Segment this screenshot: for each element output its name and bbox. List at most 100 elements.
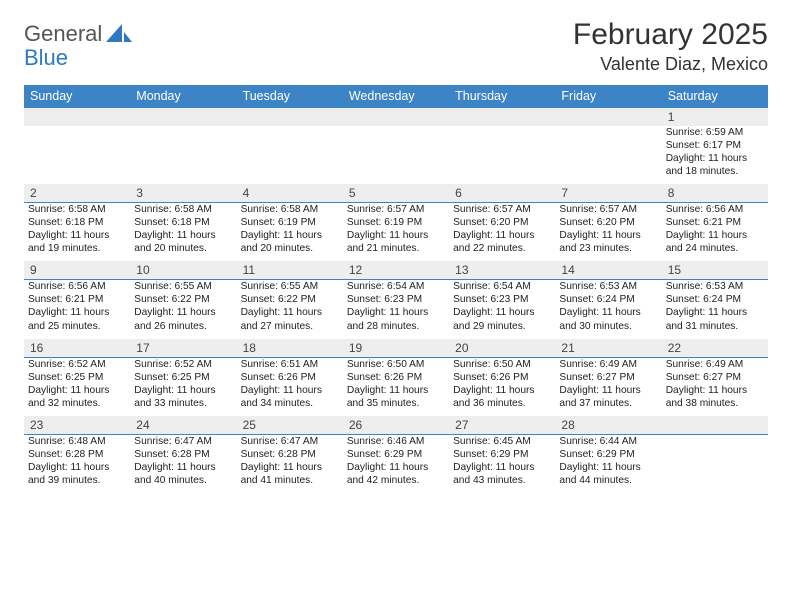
day-cell: Sunrise: 6:57 AMSunset: 6:20 PMDaylight:… [555, 203, 661, 261]
sunrise-line: Sunrise: 6:57 AM [453, 203, 551, 216]
sunset-line: Sunset: 6:20 PM [453, 216, 551, 229]
day-number: 14 [555, 261, 661, 279]
week-row: Sunrise: 6:48 AMSunset: 6:28 PMDaylight:… [24, 434, 768, 493]
daylight-line: Daylight: 11 hours and 34 minutes. [241, 384, 339, 410]
day-number: 10 [130, 261, 236, 279]
daylight-line: Daylight: 11 hours and 44 minutes. [559, 461, 657, 487]
day-number: 17 [130, 339, 236, 357]
day-cell: Sunrise: 6:52 AMSunset: 6:25 PMDaylight:… [24, 358, 130, 416]
sunrise-line: Sunrise: 6:52 AM [134, 358, 232, 371]
brand-name-1: General [24, 21, 102, 46]
day-cell: Sunrise: 6:56 AMSunset: 6:21 PMDaylight:… [24, 280, 130, 338]
week-block: 232425262728Sunrise: 6:48 AMSunset: 6:28… [24, 416, 768, 493]
day-cell [24, 126, 130, 184]
day-cell [555, 126, 661, 184]
sunrise-line: Sunrise: 6:58 AM [28, 203, 126, 216]
sunset-line: Sunset: 6:21 PM [666, 216, 764, 229]
sunrise-line: Sunrise: 6:51 AM [241, 358, 339, 371]
day-number: 7 [555, 184, 661, 202]
weekday-header: Wednesday [343, 85, 449, 108]
day-cell: Sunrise: 6:50 AMSunset: 6:26 PMDaylight:… [449, 358, 555, 416]
week-block: 1Sunrise: 6:59 AMSunset: 6:17 PMDaylight… [24, 108, 768, 184]
daylight-line: Daylight: 11 hours and 40 minutes. [134, 461, 232, 487]
sunrise-line: Sunrise: 6:53 AM [666, 280, 764, 293]
daylight-line: Daylight: 11 hours and 41 minutes. [241, 461, 339, 487]
day-number: 4 [237, 184, 343, 202]
day-number [662, 416, 768, 434]
sunrise-line: Sunrise: 6:47 AM [134, 435, 232, 448]
day-cell: Sunrise: 6:55 AMSunset: 6:22 PMDaylight:… [130, 280, 236, 338]
daylight-line: Daylight: 11 hours and 35 minutes. [347, 384, 445, 410]
sunrise-line: Sunrise: 6:58 AM [241, 203, 339, 216]
day-cell: Sunrise: 6:58 AMSunset: 6:18 PMDaylight:… [24, 203, 130, 261]
sunrise-line: Sunrise: 6:49 AM [666, 358, 764, 371]
sunset-line: Sunset: 6:23 PM [347, 293, 445, 306]
sunrise-line: Sunrise: 6:50 AM [453, 358, 551, 371]
brand-text: General Blue [24, 22, 102, 70]
sail-icon [106, 24, 132, 44]
day-number: 2 [24, 184, 130, 202]
day-cell: Sunrise: 6:58 AMSunset: 6:19 PMDaylight:… [237, 203, 343, 261]
week-block: 2345678Sunrise: 6:58 AMSunset: 6:18 PMDa… [24, 184, 768, 261]
weekday-header: Monday [130, 85, 236, 108]
day-number: 26 [343, 416, 449, 434]
sunset-line: Sunset: 6:28 PM [134, 448, 232, 461]
day-number: 6 [449, 184, 555, 202]
day-number: 18 [237, 339, 343, 357]
week-row: Sunrise: 6:56 AMSunset: 6:21 PMDaylight:… [24, 279, 768, 338]
day-cell: Sunrise: 6:57 AMSunset: 6:20 PMDaylight:… [449, 203, 555, 261]
day-number: 3 [130, 184, 236, 202]
week-block: 9101112131415Sunrise: 6:56 AMSunset: 6:2… [24, 261, 768, 338]
title-block: February 2025 Valente Diaz, Mexico [573, 18, 768, 75]
day-number: 9 [24, 261, 130, 279]
day-cell [343, 126, 449, 184]
day-number-row: 9101112131415 [24, 261, 768, 279]
week-row: Sunrise: 6:58 AMSunset: 6:18 PMDaylight:… [24, 202, 768, 261]
day-cell: Sunrise: 6:45 AMSunset: 6:29 PMDaylight:… [449, 435, 555, 493]
day-number: 24 [130, 416, 236, 434]
day-number-row: 16171819202122 [24, 339, 768, 357]
sunrise-line: Sunrise: 6:54 AM [347, 280, 445, 293]
sunrise-line: Sunrise: 6:57 AM [347, 203, 445, 216]
day-cell: Sunrise: 6:57 AMSunset: 6:19 PMDaylight:… [343, 203, 449, 261]
day-number: 28 [555, 416, 661, 434]
sunset-line: Sunset: 6:28 PM [28, 448, 126, 461]
daylight-line: Daylight: 11 hours and 20 minutes. [134, 229, 232, 255]
day-cell: Sunrise: 6:47 AMSunset: 6:28 PMDaylight:… [130, 435, 236, 493]
day-cell: Sunrise: 6:55 AMSunset: 6:22 PMDaylight:… [237, 280, 343, 338]
sunset-line: Sunset: 6:24 PM [666, 293, 764, 306]
day-number: 1 [662, 108, 768, 126]
daylight-line: Daylight: 11 hours and 33 minutes. [134, 384, 232, 410]
day-cell: Sunrise: 6:59 AMSunset: 6:17 PMDaylight:… [662, 126, 768, 184]
day-number: 22 [662, 339, 768, 357]
daylight-line: Daylight: 11 hours and 21 minutes. [347, 229, 445, 255]
calendar-header: SundayMondayTuesdayWednesdayThursdayFrid… [24, 85, 768, 108]
day-number: 27 [449, 416, 555, 434]
day-cell [662, 435, 768, 493]
day-cell: Sunrise: 6:49 AMSunset: 6:27 PMDaylight:… [555, 358, 661, 416]
day-number [24, 108, 130, 126]
sunset-line: Sunset: 6:18 PM [134, 216, 232, 229]
sunset-line: Sunset: 6:27 PM [559, 371, 657, 384]
sunset-line: Sunset: 6:26 PM [241, 371, 339, 384]
sunset-line: Sunset: 6:26 PM [453, 371, 551, 384]
sunset-line: Sunset: 6:20 PM [559, 216, 657, 229]
day-number-row: 232425262728 [24, 416, 768, 434]
daylight-line: Daylight: 11 hours and 27 minutes. [241, 306, 339, 332]
sunset-line: Sunset: 6:25 PM [134, 371, 232, 384]
sunrise-line: Sunrise: 6:45 AM [453, 435, 551, 448]
day-cell: Sunrise: 6:52 AMSunset: 6:25 PMDaylight:… [130, 358, 236, 416]
sunrise-line: Sunrise: 6:56 AM [28, 280, 126, 293]
daylight-line: Daylight: 11 hours and 26 minutes. [134, 306, 232, 332]
brand-logo: General Blue [24, 18, 132, 70]
week-block: 16171819202122Sunrise: 6:52 AMSunset: 6:… [24, 339, 768, 416]
daylight-line: Daylight: 11 hours and 38 minutes. [666, 384, 764, 410]
daylight-line: Daylight: 11 hours and 24 minutes. [666, 229, 764, 255]
sunrise-line: Sunrise: 6:48 AM [28, 435, 126, 448]
daylight-line: Daylight: 11 hours and 22 minutes. [453, 229, 551, 255]
sunrise-line: Sunrise: 6:44 AM [559, 435, 657, 448]
sunrise-line: Sunrise: 6:53 AM [559, 280, 657, 293]
daylight-line: Daylight: 11 hours and 31 minutes. [666, 306, 764, 332]
day-number-row: 1 [24, 108, 768, 126]
sunset-line: Sunset: 6:24 PM [559, 293, 657, 306]
